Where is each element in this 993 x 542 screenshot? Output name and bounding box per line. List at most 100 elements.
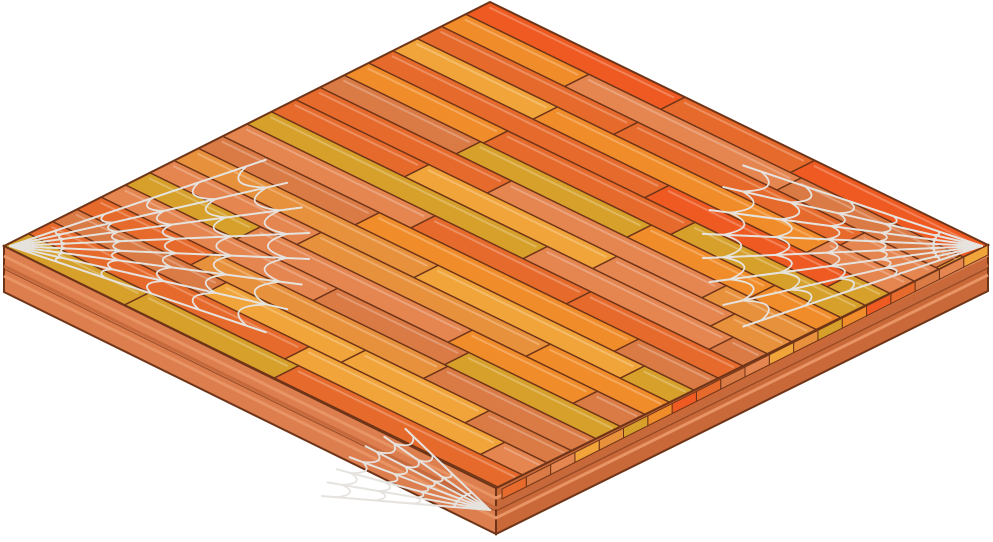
plank-highlight	[427, 169, 607, 258]
plank-highlight	[367, 67, 498, 133]
plank-highlight	[813, 164, 978, 247]
web-ring	[100, 213, 125, 279]
plank-highlight	[464, 18, 579, 76]
plank-highlight	[850, 279, 881, 296]
spider-web-right-icon	[701, 164, 983, 328]
web-ring	[412, 472, 453, 505]
plank-highlight	[221, 140, 370, 215]
plank-highlight	[546, 250, 723, 339]
plank-highlight	[124, 189, 328, 290]
plank-highlight	[636, 126, 855, 235]
plank-highlight	[733, 318, 784, 344]
web-ring	[191, 181, 236, 311]
plank-highlight	[479, 146, 642, 227]
plank-highlight	[319, 236, 540, 346]
plank-highlight	[172, 165, 311, 234]
plank-highlight	[467, 356, 614, 430]
plank-highlight	[294, 104, 419, 167]
web-strand	[335, 468, 491, 511]
web-strand	[9, 158, 267, 247]
plank-highlight	[683, 101, 805, 162]
plank-group	[4, 2, 988, 488]
spider-web-left-icon	[9, 158, 311, 334]
plank-highlight	[391, 55, 659, 187]
web-strand	[9, 206, 303, 247]
plank-highlight	[506, 135, 685, 224]
plank-highlight	[548, 348, 662, 405]
web-ring	[449, 491, 472, 508]
web-strand	[326, 481, 491, 511]
plank-highlight	[245, 128, 425, 218]
plank-end	[501, 475, 527, 500]
plank-highlight	[433, 220, 581, 294]
plank-highlight	[596, 395, 638, 418]
plank-highlight	[297, 370, 516, 479]
plank-highlight	[732, 341, 759, 357]
spider-web-front-icon	[320, 427, 491, 511]
web-ring	[237, 165, 291, 327]
plank-highlight	[197, 152, 428, 267]
plank-highlight	[147, 297, 289, 368]
web-strand	[348, 456, 491, 511]
plank-highlight	[318, 91, 502, 183]
plank-highlight	[446, 370, 589, 442]
side-band-line	[3, 273, 989, 520]
web-strand	[320, 495, 491, 511]
web-strand	[9, 232, 311, 247]
plank-highlight	[307, 351, 495, 444]
web-ring	[719, 170, 770, 322]
plank-highlight	[503, 446, 541, 466]
web-ring	[823, 200, 856, 292]
plank-highlight	[488, 6, 675, 99]
plank-highlight	[225, 286, 356, 352]
plank-highlight	[342, 79, 471, 144]
web-ring	[146, 197, 180, 295]
web-strand	[742, 164, 983, 247]
web-strand	[701, 245, 983, 260]
plank-highlight	[773, 289, 832, 320]
web-strand	[383, 435, 491, 511]
plank-highlight	[637, 343, 711, 381]
web-strand	[722, 186, 983, 247]
web-ring	[337, 436, 415, 499]
plank-highlight	[270, 116, 537, 248]
web-strand	[9, 245, 289, 311]
web-strand	[742, 245, 983, 328]
web-ring	[54, 229, 69, 263]
tile-top	[4, 2, 988, 488]
web-ring	[875, 215, 898, 277]
web-strand	[708, 209, 983, 247]
plank-highlight	[643, 370, 687, 393]
web-ring	[375, 454, 434, 502]
plank-highlight	[378, 217, 629, 341]
side-seam	[3, 267, 989, 512]
web-strand	[708, 245, 983, 283]
plank-highlight	[667, 190, 842, 277]
web-strand	[9, 245, 311, 260]
wood-plank	[272, 364, 528, 488]
plank-highlight	[863, 237, 930, 271]
web-ring	[771, 185, 813, 307]
plank-highlight	[259, 231, 462, 332]
plank-highlight	[364, 354, 479, 413]
plank-highlight	[587, 78, 791, 180]
side-band-line	[3, 263, 989, 510]
plank-highlight	[436, 269, 635, 368]
plank-highlight	[415, 43, 547, 109]
plank-highlight	[724, 290, 808, 332]
web-strand	[9, 245, 267, 334]
plank-highlight	[213, 257, 438, 368]
web-strand	[722, 245, 983, 306]
web-strand	[364, 445, 491, 511]
web-strand	[404, 427, 491, 511]
plank-highlight	[589, 296, 735, 369]
plank-highlight	[488, 415, 565, 454]
plank-highlight	[51, 226, 299, 349]
plank-highlight	[470, 334, 588, 393]
web-strand	[9, 181, 289, 247]
plank-highlight	[510, 185, 716, 288]
plank-highlight	[615, 260, 725, 316]
plank-highlight	[693, 226, 857, 308]
plank-highlight	[336, 292, 459, 354]
